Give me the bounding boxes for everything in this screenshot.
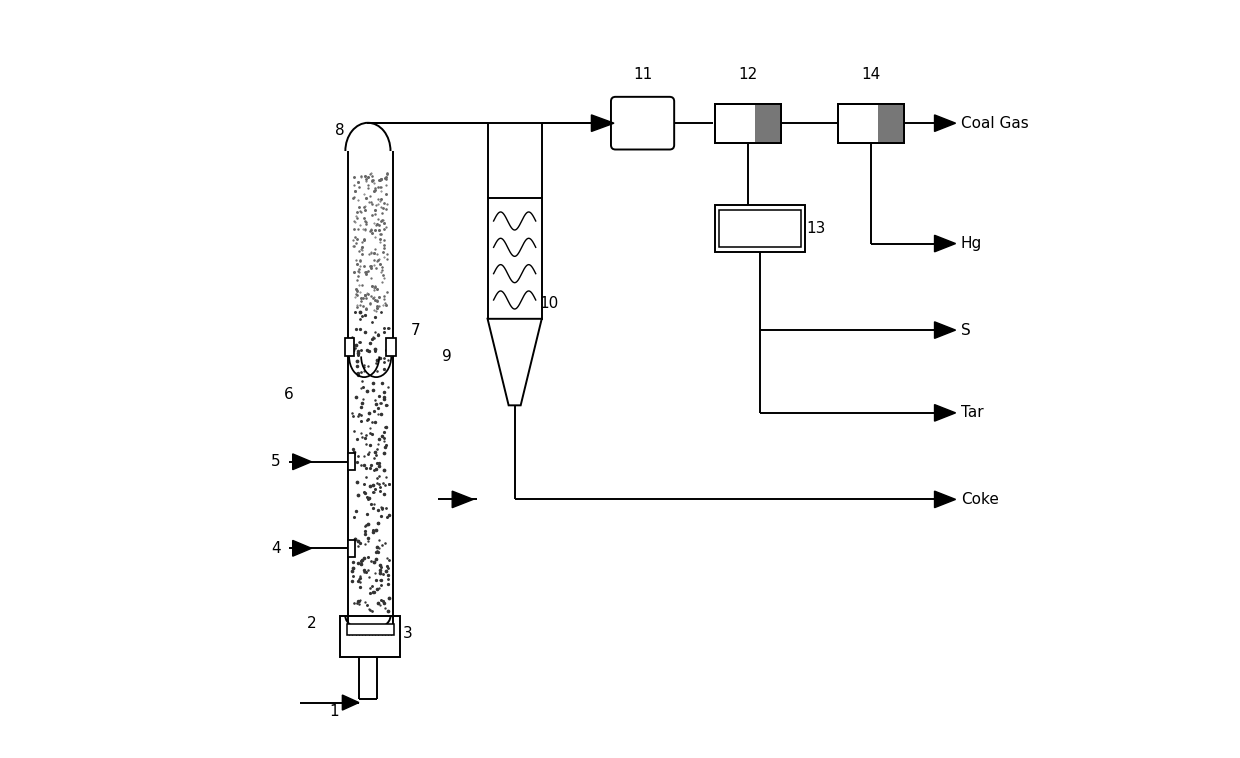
Bar: [714, 205, 805, 252]
Bar: [714, 104, 781, 143]
Text: 7: 7: [410, 323, 420, 337]
Bar: [838, 104, 904, 143]
Text: 14: 14: [862, 67, 880, 82]
Bar: [878, 104, 904, 143]
Bar: [340, 616, 401, 657]
Text: 13: 13: [806, 221, 826, 236]
Bar: [347, 453, 355, 470]
Text: 1: 1: [330, 704, 339, 719]
Polygon shape: [453, 491, 474, 508]
Text: 4: 4: [272, 540, 281, 556]
Bar: [714, 104, 781, 143]
FancyBboxPatch shape: [611, 97, 675, 149]
Text: Coke: Coke: [961, 492, 998, 507]
Text: 12: 12: [738, 67, 758, 82]
Text: Tar: Tar: [961, 406, 983, 421]
Text: S: S: [961, 323, 971, 337]
Text: Hg: Hg: [961, 236, 982, 251]
Text: Coal Gas: Coal Gas: [961, 116, 1029, 130]
Polygon shape: [342, 695, 358, 710]
Polygon shape: [487, 319, 542, 406]
Text: 11: 11: [632, 67, 652, 82]
Text: 8: 8: [335, 124, 345, 138]
Text: 10: 10: [539, 296, 558, 312]
Polygon shape: [591, 115, 614, 131]
Polygon shape: [293, 454, 311, 470]
Bar: [838, 104, 904, 143]
Polygon shape: [935, 115, 956, 131]
Bar: [719, 210, 801, 247]
Bar: [487, 199, 542, 319]
Polygon shape: [935, 405, 956, 421]
Bar: [347, 625, 393, 634]
Polygon shape: [935, 235, 956, 252]
Text: 3: 3: [403, 626, 413, 641]
Polygon shape: [293, 540, 311, 556]
Polygon shape: [935, 491, 956, 508]
Text: 6: 6: [284, 387, 294, 402]
Bar: [345, 337, 355, 356]
Bar: [386, 337, 396, 356]
Bar: [754, 104, 781, 143]
Bar: [347, 540, 355, 556]
Text: 9: 9: [443, 349, 451, 364]
Polygon shape: [935, 322, 956, 338]
Text: 5: 5: [272, 454, 281, 469]
Text: 2: 2: [306, 616, 316, 631]
